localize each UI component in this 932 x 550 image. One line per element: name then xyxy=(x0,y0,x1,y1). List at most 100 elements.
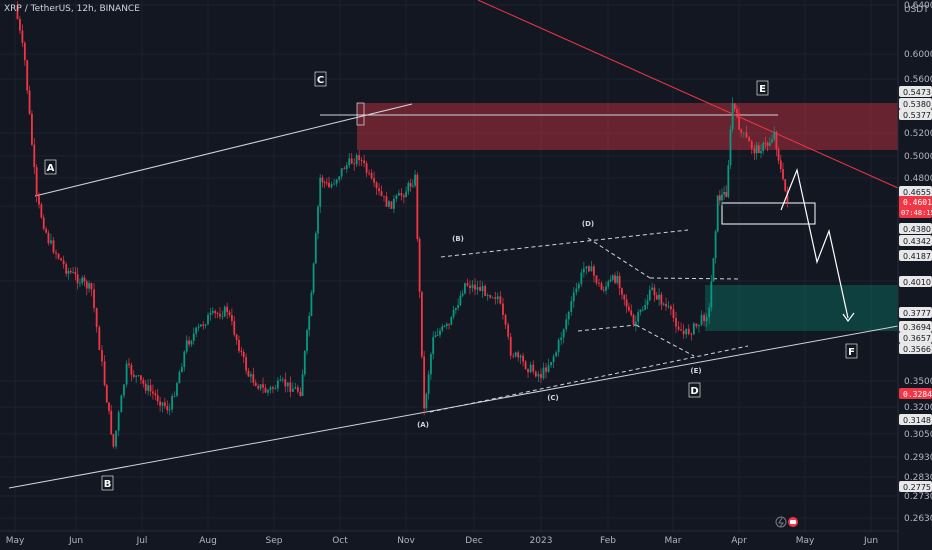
candle-body xyxy=(607,281,610,287)
candle-body xyxy=(625,299,628,307)
candle-body xyxy=(395,195,398,199)
candle-body xyxy=(436,335,439,336)
candle-body xyxy=(565,319,568,330)
record-icon[interactable] xyxy=(788,517,798,527)
price-tag[interactable]: 0.4342 xyxy=(899,235,932,246)
candle-body xyxy=(420,291,423,357)
candle-body xyxy=(637,312,640,322)
last-price-tag[interactable]: 0.4601 07:48:15 xyxy=(899,196,932,218)
candle-body xyxy=(409,183,412,187)
candle-body xyxy=(98,327,101,351)
candle-body xyxy=(245,357,247,371)
price-tag[interactable]: 0.4187 xyxy=(899,250,932,261)
candle-body xyxy=(750,141,753,149)
candle-body xyxy=(782,169,784,180)
symbol-title[interactable]: XRP / TetherUS, 12h, BINANCE xyxy=(4,4,140,14)
candle-body xyxy=(350,158,353,164)
resistance-zone[interactable] xyxy=(357,103,898,150)
price-tag[interactable]: 0.4380 xyxy=(899,223,932,234)
price-tag[interactable]: 0.3777 xyxy=(899,307,932,318)
wave-f-text: F xyxy=(848,347,855,358)
time-tick-label: Jun xyxy=(863,536,878,546)
red-price-tag[interactable]: 0.3284 xyxy=(899,388,932,399)
price-tag[interactable]: 0.3694 xyxy=(899,321,932,332)
candle-body xyxy=(178,372,181,384)
candle-body xyxy=(132,374,135,377)
price-tag-bg xyxy=(899,250,932,261)
candle-body xyxy=(202,324,205,326)
wave-label-a: A xyxy=(44,159,57,175)
candle-body xyxy=(416,174,419,239)
candle-body xyxy=(284,379,287,387)
candle-body xyxy=(514,352,517,357)
candle-body xyxy=(45,228,47,233)
candle-body xyxy=(491,297,494,299)
candle-body xyxy=(507,324,510,337)
candle-body xyxy=(47,232,50,244)
candle-body xyxy=(742,132,745,134)
candle-body xyxy=(723,191,725,195)
price-tag-text: 0.5377 xyxy=(903,111,931,120)
candle-body xyxy=(228,312,231,315)
candle-body xyxy=(62,260,65,265)
candle-body xyxy=(223,306,226,317)
candle-body xyxy=(580,272,583,284)
price-tag[interactable]: 0.5377 xyxy=(899,109,932,120)
support-zone[interactable] xyxy=(705,285,898,331)
lightning-icon[interactable] xyxy=(775,516,787,528)
price-tag[interactable]: 0.4655 xyxy=(899,186,932,197)
candle-body xyxy=(529,364,532,373)
candle-body xyxy=(128,363,130,365)
price-tag-text: 0.3148 xyxy=(903,416,931,425)
descending-trendline[interactable] xyxy=(477,0,899,189)
wave-c-text: C xyxy=(317,75,324,86)
candle-body xyxy=(648,289,651,301)
candle-body xyxy=(159,401,161,406)
candle-body xyxy=(547,365,550,372)
candle-body xyxy=(252,374,255,383)
candle-body xyxy=(721,194,723,201)
candle-body xyxy=(142,379,145,384)
candle-body xyxy=(450,316,453,325)
price-tag[interactable]: 0.3657 xyxy=(899,332,932,343)
price-tag-text: 0.5380 xyxy=(903,100,931,109)
candle-body xyxy=(718,195,721,201)
candle-body xyxy=(19,18,21,31)
candle-body xyxy=(716,195,719,232)
price-tag[interactable]: 0.3566 xyxy=(899,343,932,354)
price-tag[interactable]: 0.4010 xyxy=(899,276,932,287)
candle-body xyxy=(358,155,361,161)
candle-body xyxy=(411,185,414,187)
target-box[interactable] xyxy=(721,202,816,225)
price-tag[interactable]: 0.5473 xyxy=(899,86,932,97)
projected-path[interactable] xyxy=(780,167,849,319)
price-tag[interactable]: 0.5380 xyxy=(899,98,932,109)
candle-body xyxy=(504,314,507,325)
candle-body xyxy=(197,326,200,328)
candle-body xyxy=(570,301,573,312)
candle-body xyxy=(760,150,762,154)
candle-body xyxy=(353,163,356,165)
candle-body xyxy=(517,352,520,358)
candle-body xyxy=(226,306,229,313)
price-tag[interactable]: 0.2775 xyxy=(899,481,932,492)
candle-body xyxy=(101,350,103,362)
candle-body xyxy=(168,409,171,411)
candle-body xyxy=(90,283,93,290)
candle-body xyxy=(729,129,732,166)
time-tick-label: Oct xyxy=(332,536,348,546)
candle-body xyxy=(655,295,658,300)
price-tag[interactable]: 0.3148 xyxy=(899,414,932,425)
candle-body xyxy=(575,288,578,293)
wave-label-minor-b: (B) xyxy=(452,235,464,243)
candle-body xyxy=(753,148,756,154)
candle-body xyxy=(85,281,88,289)
candle-body xyxy=(660,294,663,305)
upper-channel-line[interactable] xyxy=(34,103,413,197)
candle-body xyxy=(393,198,395,209)
candle-body xyxy=(38,195,40,205)
